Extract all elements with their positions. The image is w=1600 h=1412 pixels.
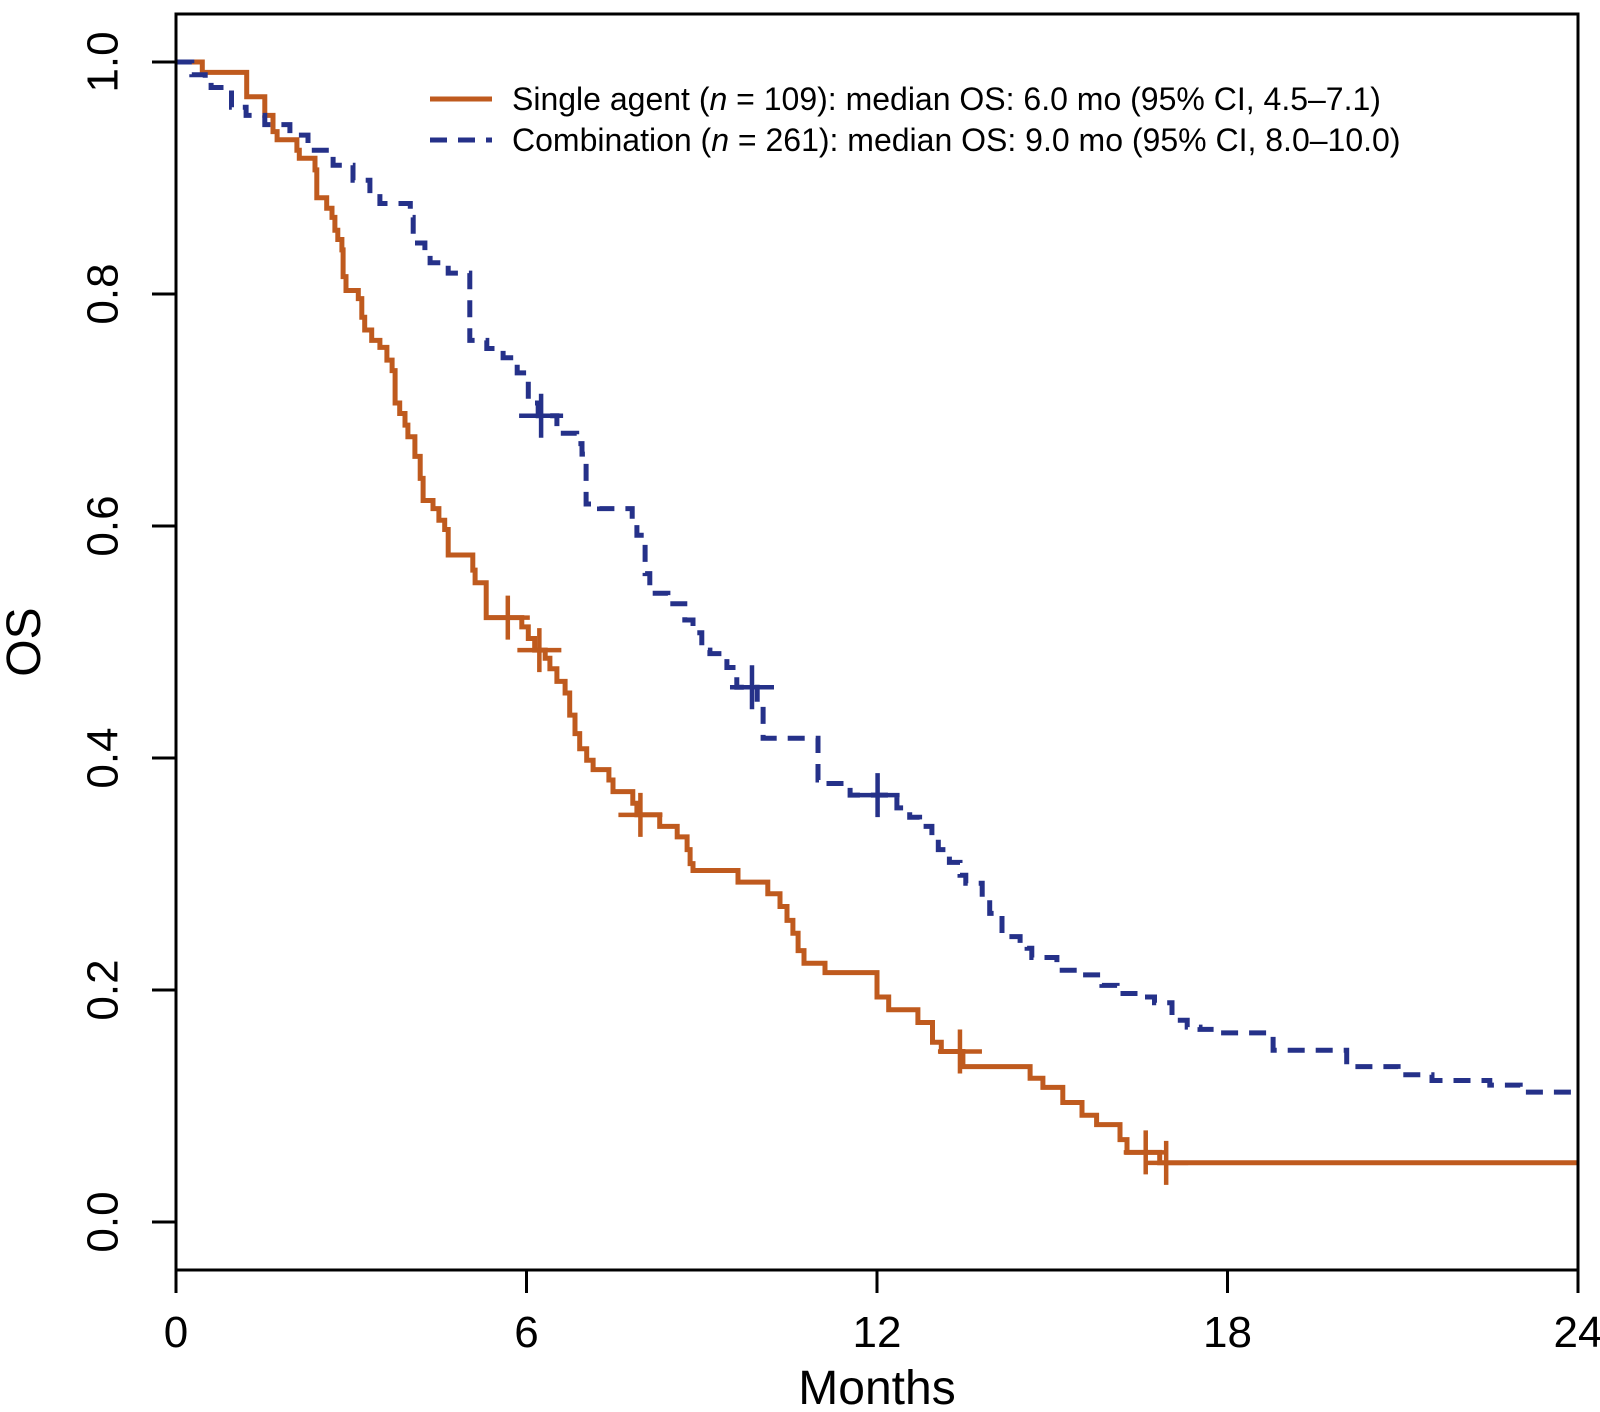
censor-marks-combination [519, 393, 900, 818]
censor-plus-icon [519, 393, 564, 438]
censor-plus-icon [618, 792, 663, 837]
y-axis-title: OS [0, 607, 51, 676]
censor-plus-icon [1123, 1130, 1168, 1175]
x-axis-title: Months [798, 1362, 955, 1412]
legend-label: Combination (n = 261): median OS: 9.0 mo… [512, 122, 1400, 158]
survival-curves [176, 59, 1578, 1185]
y-tick-label: 0.2 [79, 959, 128, 1020]
y-tick-label: 0.4 [79, 727, 128, 788]
legend-item-single-agent: Single agent (n = 109): median OS: 6.0 m… [430, 81, 1381, 117]
censor-plus-icon [1144, 1140, 1189, 1185]
censor-marks-single-agent [485, 595, 1189, 1185]
censor-plus-icon [729, 665, 774, 710]
censor-plus-icon [855, 773, 900, 818]
x-tick-label: 18 [1203, 1308, 1252, 1357]
axis-ticks [152, 60, 1580, 1293]
y-tick-label: 0.0 [79, 1191, 128, 1252]
y-tick-label: 1.0 [79, 31, 128, 92]
y-tick-label: 0.8 [79, 263, 128, 324]
x-tick-label: 12 [853, 1308, 902, 1357]
x-tick-label: 24 [1554, 1308, 1600, 1357]
single-agent-curve [176, 59, 1578, 1166]
x-tick-label: 6 [514, 1308, 538, 1357]
legend: Single agent (n = 109): median OS: 6.0 m… [430, 81, 1400, 158]
legend-label: Single agent (n = 109): median OS: 6.0 m… [512, 81, 1381, 117]
legend-item-combination: Combination (n = 261): median OS: 9.0 mo… [430, 122, 1400, 158]
censor-plus-icon [485, 595, 530, 640]
y-tick-label: 0.6 [79, 495, 128, 556]
censor-plus-icon [517, 628, 562, 673]
x-tick-label: 0 [164, 1308, 188, 1357]
combination-curve [176, 59, 1578, 1095]
censor-plus-icon [937, 1029, 982, 1074]
plot-border [174, 12, 1580, 1272]
